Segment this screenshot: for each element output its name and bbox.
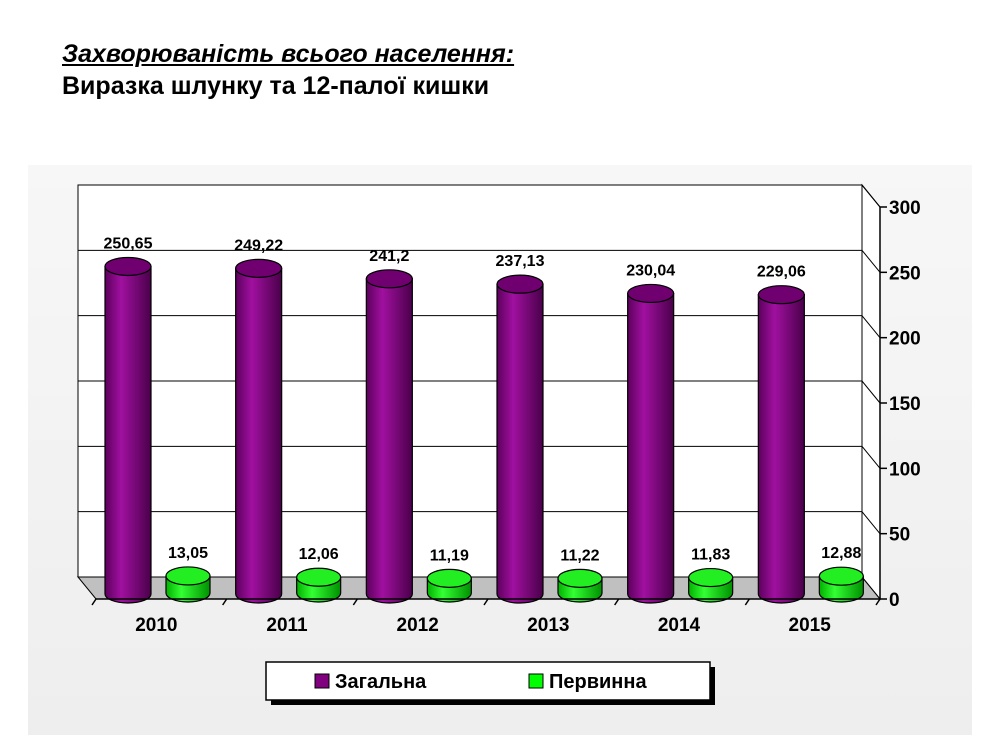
x-tick bbox=[483, 598, 489, 606]
bar-загальна-2015 bbox=[757, 294, 805, 604]
gridline-side bbox=[861, 511, 881, 534]
data-label: 250,65 bbox=[104, 235, 153, 252]
x-tick bbox=[222, 598, 228, 606]
y-tick-label: 150 bbox=[889, 394, 921, 415]
x-tick bbox=[91, 598, 97, 606]
x-axis: 2010 2011 2012 2013 2014 2015 bbox=[91, 598, 881, 636]
y-tick-label: 50 bbox=[889, 525, 910, 546]
y-tick-label: 100 bbox=[889, 459, 921, 480]
bar-top-загальна-2011 bbox=[235, 258, 283, 278]
data-label: 11,19 bbox=[430, 547, 469, 564]
x-tick bbox=[614, 598, 620, 606]
gridlines bbox=[78, 184, 881, 534]
x-tick bbox=[875, 598, 881, 606]
y-axis: 0 50 100 150 200 250 300 bbox=[879, 198, 921, 611]
data-label: 11,83 bbox=[691, 547, 730, 564]
bar-top-загальна-2010 bbox=[104, 256, 152, 277]
x-tick-label: 2014 bbox=[658, 615, 701, 636]
chart-subtitle: Виразка шлунку та 12-палої кишки bbox=[62, 72, 490, 100]
bar-загальна-2014 bbox=[627, 292, 675, 604]
bar-загальна-2011 bbox=[235, 267, 283, 604]
x-tick-label: 2011 bbox=[266, 615, 308, 636]
data-label: 249,22 bbox=[234, 237, 283, 254]
y-tick-label: 300 bbox=[889, 198, 921, 219]
gridline-side bbox=[861, 315, 881, 338]
gridline-side bbox=[861, 446, 881, 469]
bar-top-первинна-2014 bbox=[688, 567, 734, 588]
bar-top-первинна-2012 bbox=[426, 568, 472, 588]
bars bbox=[104, 256, 864, 604]
legend-label-загальна: Загальна bbox=[335, 671, 427, 693]
title-block: Захворюваність всього населення: Виразка… bbox=[62, 38, 514, 102]
data-label: 12,06 bbox=[299, 546, 339, 563]
bar-top-загальна-2015 bbox=[757, 285, 805, 305]
bar-загальна-2013 bbox=[496, 283, 544, 604]
bar-top-первинна-2013 bbox=[557, 568, 603, 588]
y-tick-label: 0 bbox=[889, 590, 900, 611]
x-tick bbox=[352, 598, 358, 606]
bar-top-загальна-2014 bbox=[627, 283, 675, 304]
x-tick-label: 2013 bbox=[527, 615, 569, 636]
data-label: 230,04 bbox=[626, 262, 675, 279]
gridline-side bbox=[861, 250, 881, 273]
legend: Загальна Первинна bbox=[265, 661, 715, 705]
gridline-side bbox=[861, 184, 881, 208]
y-tick-label: 250 bbox=[889, 263, 921, 284]
legend-swatch-загальна bbox=[314, 673, 330, 689]
legend-swatch-первинна bbox=[528, 673, 544, 689]
data-label: 229,06 bbox=[757, 264, 806, 281]
gridline-side bbox=[861, 380, 881, 404]
legend-box bbox=[265, 661, 711, 701]
bar-top-первинна-2011 bbox=[296, 567, 342, 587]
x-tick-label: 2010 bbox=[135, 615, 177, 636]
bar-top-первинна-2010 bbox=[165, 566, 211, 586]
legend-label-первинна: Первинна bbox=[549, 671, 647, 693]
data-label: 13,05 bbox=[168, 545, 208, 562]
bar-top-загальна-2012 bbox=[365, 269, 413, 289]
bar-top-загальна-2013 bbox=[496, 274, 544, 294]
data-label: 237,13 bbox=[496, 253, 545, 270]
bar-загальна-2012 bbox=[365, 278, 413, 604]
x-tick bbox=[744, 598, 750, 606]
value-labels: 250,65 13,05 249,22 12,06 241,2 11,19 237,13 11… bbox=[104, 235, 862, 564]
data-label: 241,2 bbox=[369, 248, 409, 265]
x-tick-label: 2012 bbox=[397, 615, 439, 636]
chart-title: Захворюваність всього населення: bbox=[62, 40, 515, 68]
bar-загальна-2010 bbox=[104, 265, 152, 604]
data-label: 12,88 bbox=[821, 545, 861, 562]
data-label: 11,22 bbox=[560, 547, 599, 564]
y-tick-label: 200 bbox=[889, 329, 921, 350]
bar-top-первинна-2015 bbox=[818, 566, 864, 586]
x-tick-label: 2015 bbox=[789, 615, 832, 636]
